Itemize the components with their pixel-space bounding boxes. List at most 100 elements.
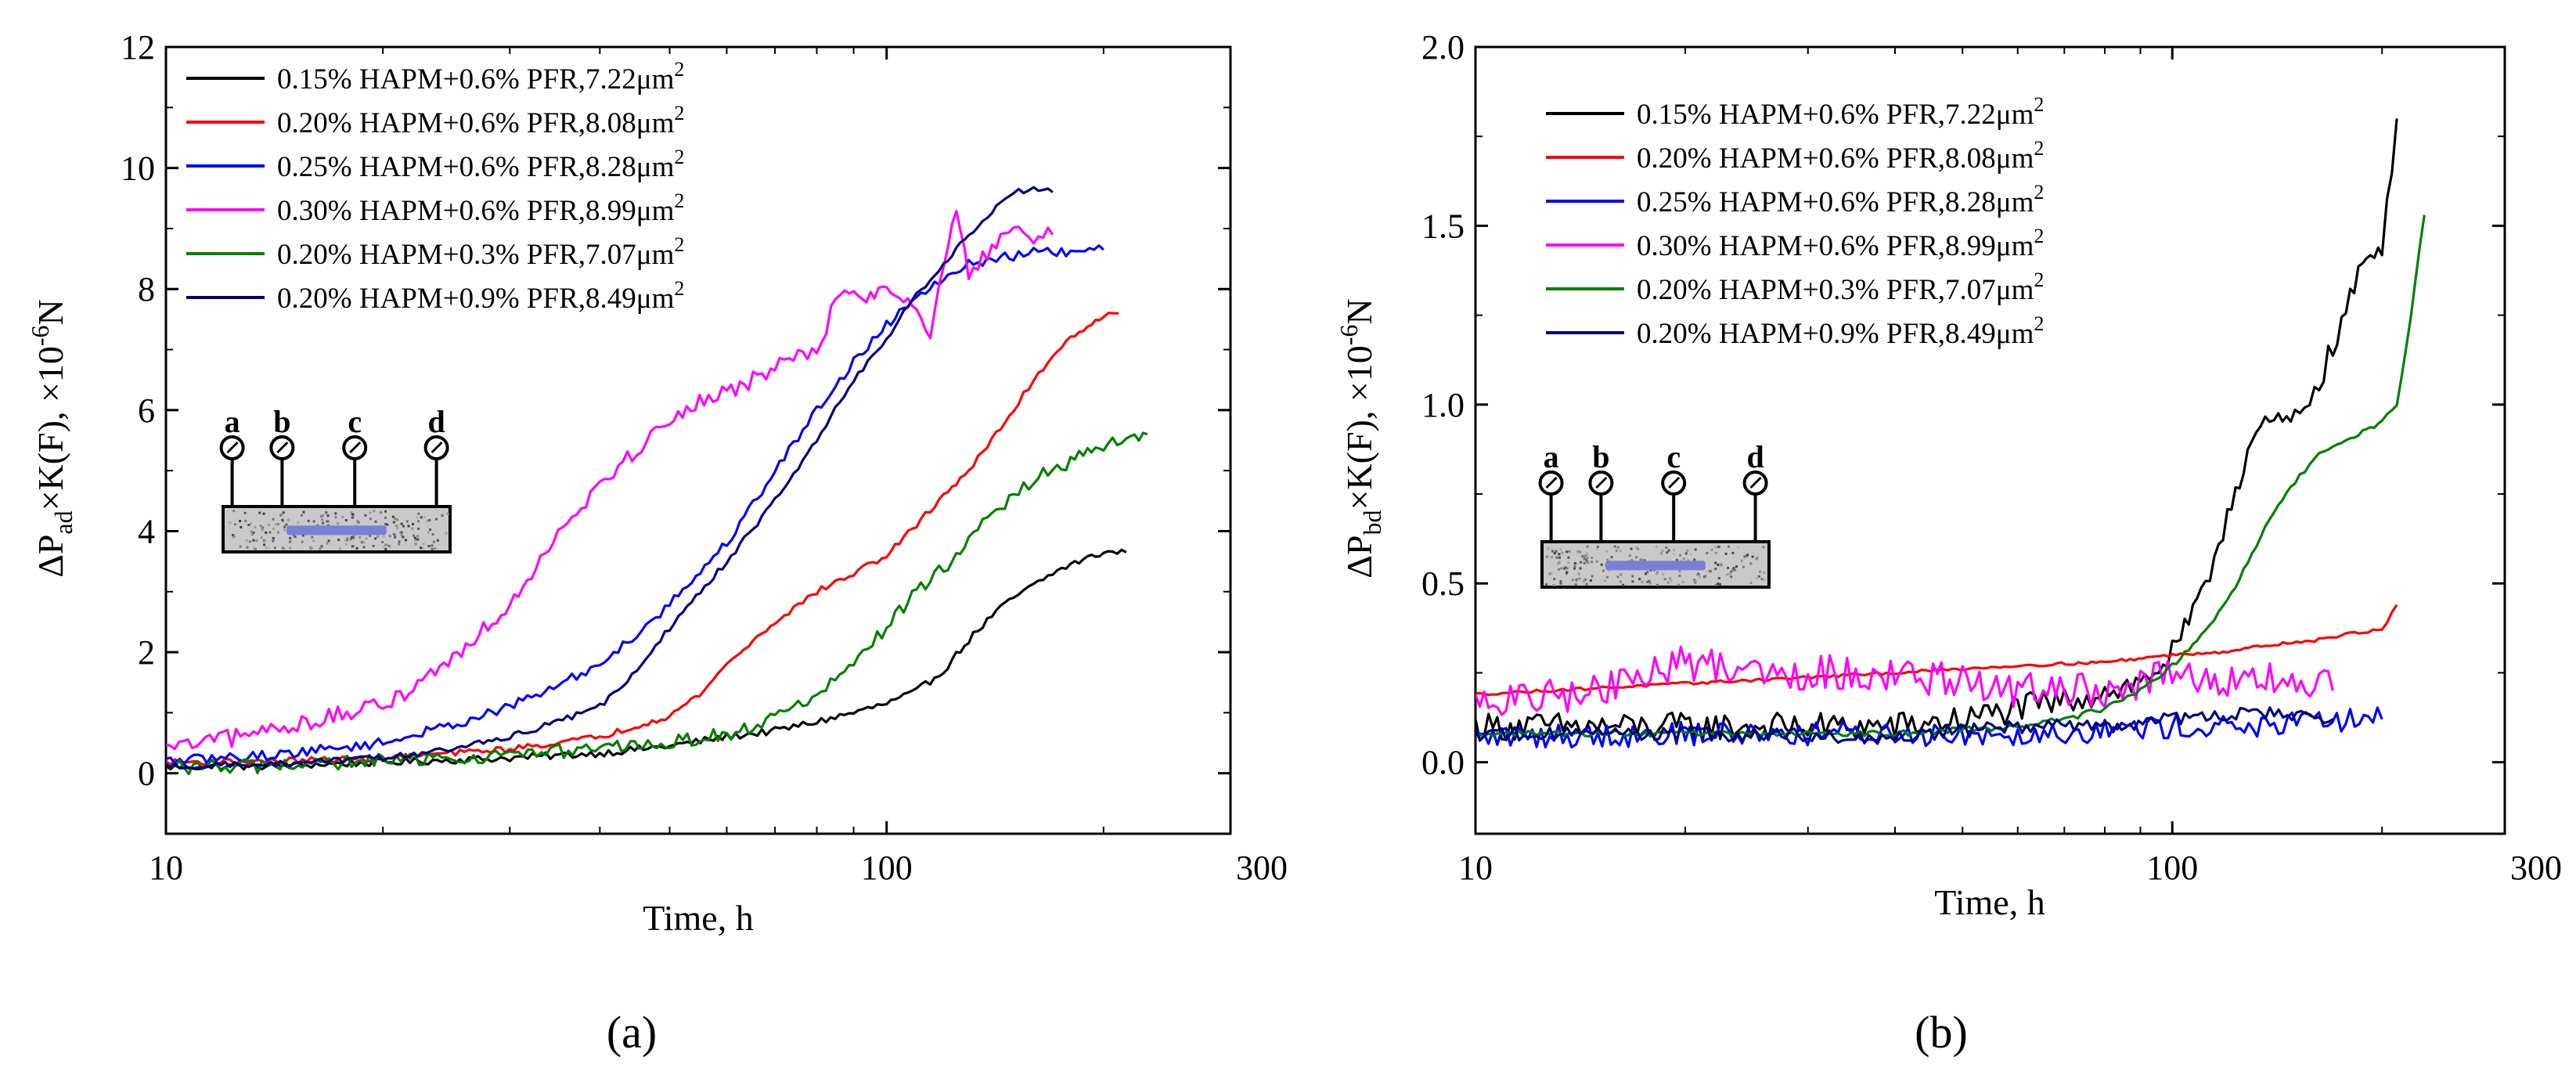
port-label-a: a bbox=[225, 404, 240, 439]
speckle bbox=[1714, 561, 1717, 564]
speckle bbox=[1709, 570, 1712, 573]
speckle bbox=[1580, 561, 1583, 564]
speckle bbox=[321, 521, 324, 525]
speckle bbox=[334, 512, 337, 515]
speckle bbox=[1583, 561, 1586, 564]
speckle bbox=[1582, 579, 1585, 582]
speckle bbox=[396, 527, 399, 530]
speckle bbox=[1616, 575, 1619, 579]
speckle bbox=[1646, 580, 1649, 583]
speckle bbox=[1558, 553, 1561, 556]
speckle bbox=[274, 523, 277, 526]
speckle bbox=[1606, 575, 1609, 579]
speckle bbox=[344, 543, 348, 546]
speckle bbox=[281, 518, 284, 521]
speckle bbox=[268, 524, 270, 526]
speckle bbox=[392, 521, 395, 524]
speckle bbox=[1559, 548, 1562, 551]
speckle bbox=[322, 520, 325, 523]
y-tick-label: 2.0 bbox=[1421, 28, 1465, 67]
speckle bbox=[1731, 551, 1735, 554]
speckle bbox=[1585, 582, 1588, 586]
speckle bbox=[1553, 578, 1556, 581]
speckle bbox=[1619, 573, 1623, 576]
speckle bbox=[420, 516, 423, 519]
speckle bbox=[365, 537, 368, 540]
speckle bbox=[263, 539, 266, 543]
speckle bbox=[1669, 577, 1672, 580]
speckle bbox=[1706, 552, 1709, 554]
port-label-a: a bbox=[1544, 439, 1559, 474]
speckle bbox=[283, 528, 286, 532]
speckle bbox=[1734, 568, 1736, 571]
y-tick-label: 8 bbox=[138, 270, 155, 308]
speckle bbox=[1591, 575, 1594, 578]
speckle bbox=[1619, 550, 1622, 553]
speckle bbox=[326, 542, 329, 545]
speckle bbox=[265, 546, 268, 550]
speckle bbox=[352, 536, 355, 539]
speckle bbox=[1731, 568, 1735, 571]
legend: 0.15% HAPM+0.6% PFR,7.22μm2 0.20% HAPM+0.… bbox=[186, 58, 684, 315]
speckle bbox=[428, 519, 431, 521]
speckle bbox=[411, 527, 414, 530]
speckle bbox=[1720, 563, 1723, 566]
speckle bbox=[272, 517, 275, 521]
speckle bbox=[312, 539, 315, 543]
speckle bbox=[1656, 571, 1659, 574]
speckle bbox=[1583, 578, 1587, 581]
speckle bbox=[1637, 547, 1640, 550]
speckle bbox=[1699, 575, 1702, 579]
y-tick-label: 12 bbox=[121, 28, 155, 67]
speckle bbox=[337, 539, 340, 542]
speckle bbox=[268, 546, 271, 550]
speckle bbox=[1551, 550, 1554, 553]
speckle bbox=[1694, 548, 1697, 551]
speckle bbox=[344, 539, 348, 542]
speckle bbox=[1548, 572, 1551, 575]
speckle bbox=[387, 545, 391, 547]
speckle bbox=[1545, 583, 1548, 586]
speckle bbox=[1567, 556, 1570, 559]
speckle bbox=[350, 536, 353, 539]
plot-frame bbox=[164, 45, 1232, 835]
speckle bbox=[441, 513, 445, 516]
speckle bbox=[1730, 575, 1733, 579]
speckle bbox=[1551, 556, 1553, 559]
x-axis-label: Time, h bbox=[1934, 882, 2045, 922]
speckle bbox=[245, 539, 248, 542]
speckle bbox=[326, 524, 330, 527]
speckle bbox=[1749, 582, 1753, 584]
y-axis-label: ΔPad×K(F), ×10-6N bbox=[26, 299, 77, 578]
speckle bbox=[1696, 573, 1699, 576]
speckle bbox=[1622, 583, 1625, 586]
speckle bbox=[1737, 546, 1740, 549]
speckle bbox=[1727, 566, 1730, 569]
speckle bbox=[1576, 550, 1579, 553]
speckle bbox=[436, 539, 439, 542]
speckle bbox=[244, 519, 247, 522]
speckle bbox=[1631, 580, 1634, 583]
port-label-c: c bbox=[348, 404, 362, 439]
speckle bbox=[321, 514, 324, 517]
speckle bbox=[334, 516, 337, 519]
speckle bbox=[1714, 583, 1717, 586]
speckle bbox=[427, 531, 430, 534]
speckle bbox=[388, 535, 391, 538]
speckle bbox=[446, 513, 449, 516]
speckle bbox=[384, 543, 387, 546]
speckle bbox=[1714, 546, 1717, 549]
speckle bbox=[1586, 561, 1589, 564]
port-label-d: d bbox=[427, 404, 445, 439]
speckle bbox=[1732, 567, 1735, 570]
speckle bbox=[1603, 579, 1606, 582]
y-tick-label: 0 bbox=[138, 755, 155, 793]
series-line-3 bbox=[166, 244, 1104, 766]
speckle bbox=[1583, 554, 1587, 557]
speckle bbox=[362, 546, 366, 549]
speckle bbox=[252, 531, 255, 534]
speckle bbox=[272, 537, 275, 539]
speckle bbox=[1763, 571, 1766, 575]
speckle bbox=[374, 537, 377, 540]
speckle bbox=[1585, 558, 1588, 561]
